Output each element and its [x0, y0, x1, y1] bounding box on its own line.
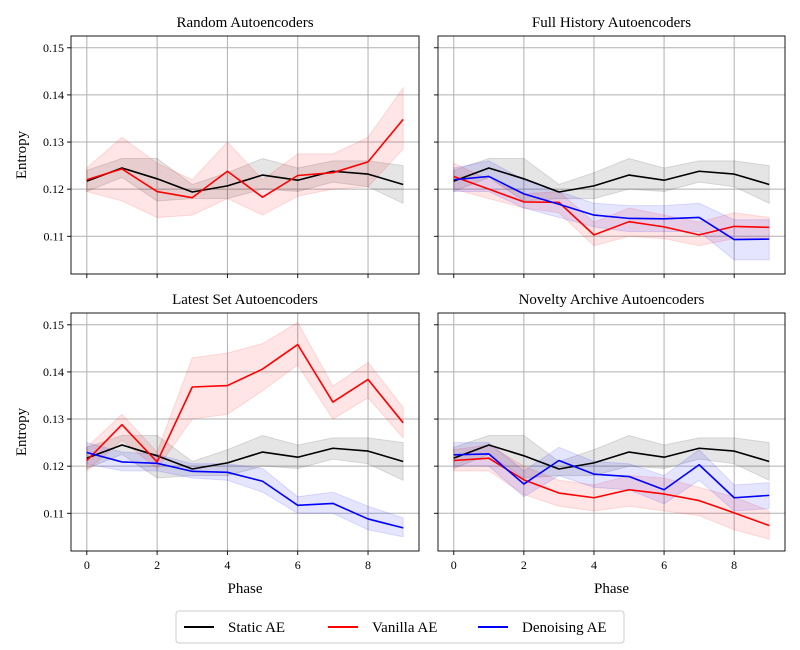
chart-panel-3: 0 2 4 6 8 0.11 0.12 0.13 0.14 0.15 Latest Set Auto… — [14, 292, 420, 597]
series-line-vanilla — [86, 343, 404, 463]
band-vanilla — [86, 86, 404, 218]
y-tick-label: 0.13 — [43, 135, 64, 149]
y-axis-label: Entropy — [14, 407, 30, 456]
y-tick-label: 0.11 — [43, 229, 64, 243]
x-tick-label: 6 — [661, 558, 667, 572]
panel-title: Random Autoencoders — [176, 15, 313, 31]
x-tick-label: 8 — [731, 558, 737, 572]
chart-panels: 0.11 0.12 0.13 0.14 0.15 Random Autoencoders E… — [14, 15, 786, 597]
x-axis-label: Phase — [228, 581, 263, 597]
band-denoising — [453, 442, 770, 512]
x-tick-label: 8 — [365, 558, 371, 572]
plot-frame — [437, 35, 786, 275]
y-tick-label: 0.12 — [43, 459, 64, 473]
x-tick-label: 6 — [295, 558, 301, 572]
panel-title: Full History Autoencoders — [532, 15, 691, 31]
x-tick-label: 4 — [591, 558, 597, 572]
series-line-denoising — [86, 451, 404, 529]
y-tick-label: 0.14 — [43, 88, 64, 102]
y-tick-label: 0.11 — [43, 506, 64, 520]
plot-frame — [437, 312, 786, 552]
y-tick-label: 0.14 — [43, 365, 64, 379]
series-line-vanilla — [453, 175, 770, 236]
legend-box — [175, 610, 625, 644]
series-line-vanilla — [86, 118, 404, 199]
legend-label-vanilla: Vanilla AE — [372, 620, 437, 636]
series-line-static — [453, 444, 770, 470]
series-line-denoising — [453, 175, 770, 241]
panel-title: Novelty Archive Autoencoders — [519, 292, 705, 308]
band-vanilla — [453, 444, 770, 540]
plot-frame — [70, 312, 420, 552]
chart-panel-4: 0 2 4 6 8 Novelty Archive Autoencoders Phase — [434, 292, 786, 597]
band-denoising — [453, 160, 770, 261]
chart-panel-2: Full History Autoencoders — [434, 15, 786, 278]
y-tick-label: 0.15 — [43, 41, 64, 55]
band-vanilla — [86, 321, 404, 472]
y-axis-label: Entropy — [14, 130, 30, 179]
series-line-static — [453, 167, 770, 193]
y-tick-label: 0.12 — [43, 182, 64, 196]
x-tick-label: 2 — [521, 558, 527, 572]
y-tick-label: 0.13 — [43, 412, 64, 426]
y-tick-label: 0.15 — [43, 318, 64, 332]
series-line-static — [86, 167, 404, 193]
legend-label-static: Static AE — [228, 620, 285, 636]
x-tick-label: 0 — [84, 558, 90, 572]
legend: Static AE Vanilla AE Denoising AE — [175, 610, 625, 644]
band-denoising — [86, 441, 404, 538]
chart-panel-1: 0.11 0.12 0.13 0.14 0.15 Random Autoencoders E… — [14, 15, 420, 278]
x-tick-label: 4 — [224, 558, 230, 572]
x-tick-label: 2 — [154, 558, 160, 572]
series-line-denoising — [453, 453, 770, 499]
band-vanilla — [453, 162, 770, 247]
legend-label-denoising: Denoising AE — [522, 620, 607, 636]
panel-title: Latest Set Autoencoders — [172, 292, 318, 308]
x-tick-label: 0 — [451, 558, 457, 572]
plot-frame — [70, 35, 420, 275]
x-axis-label: Phase — [594, 581, 629, 597]
series-line-static — [86, 444, 404, 470]
